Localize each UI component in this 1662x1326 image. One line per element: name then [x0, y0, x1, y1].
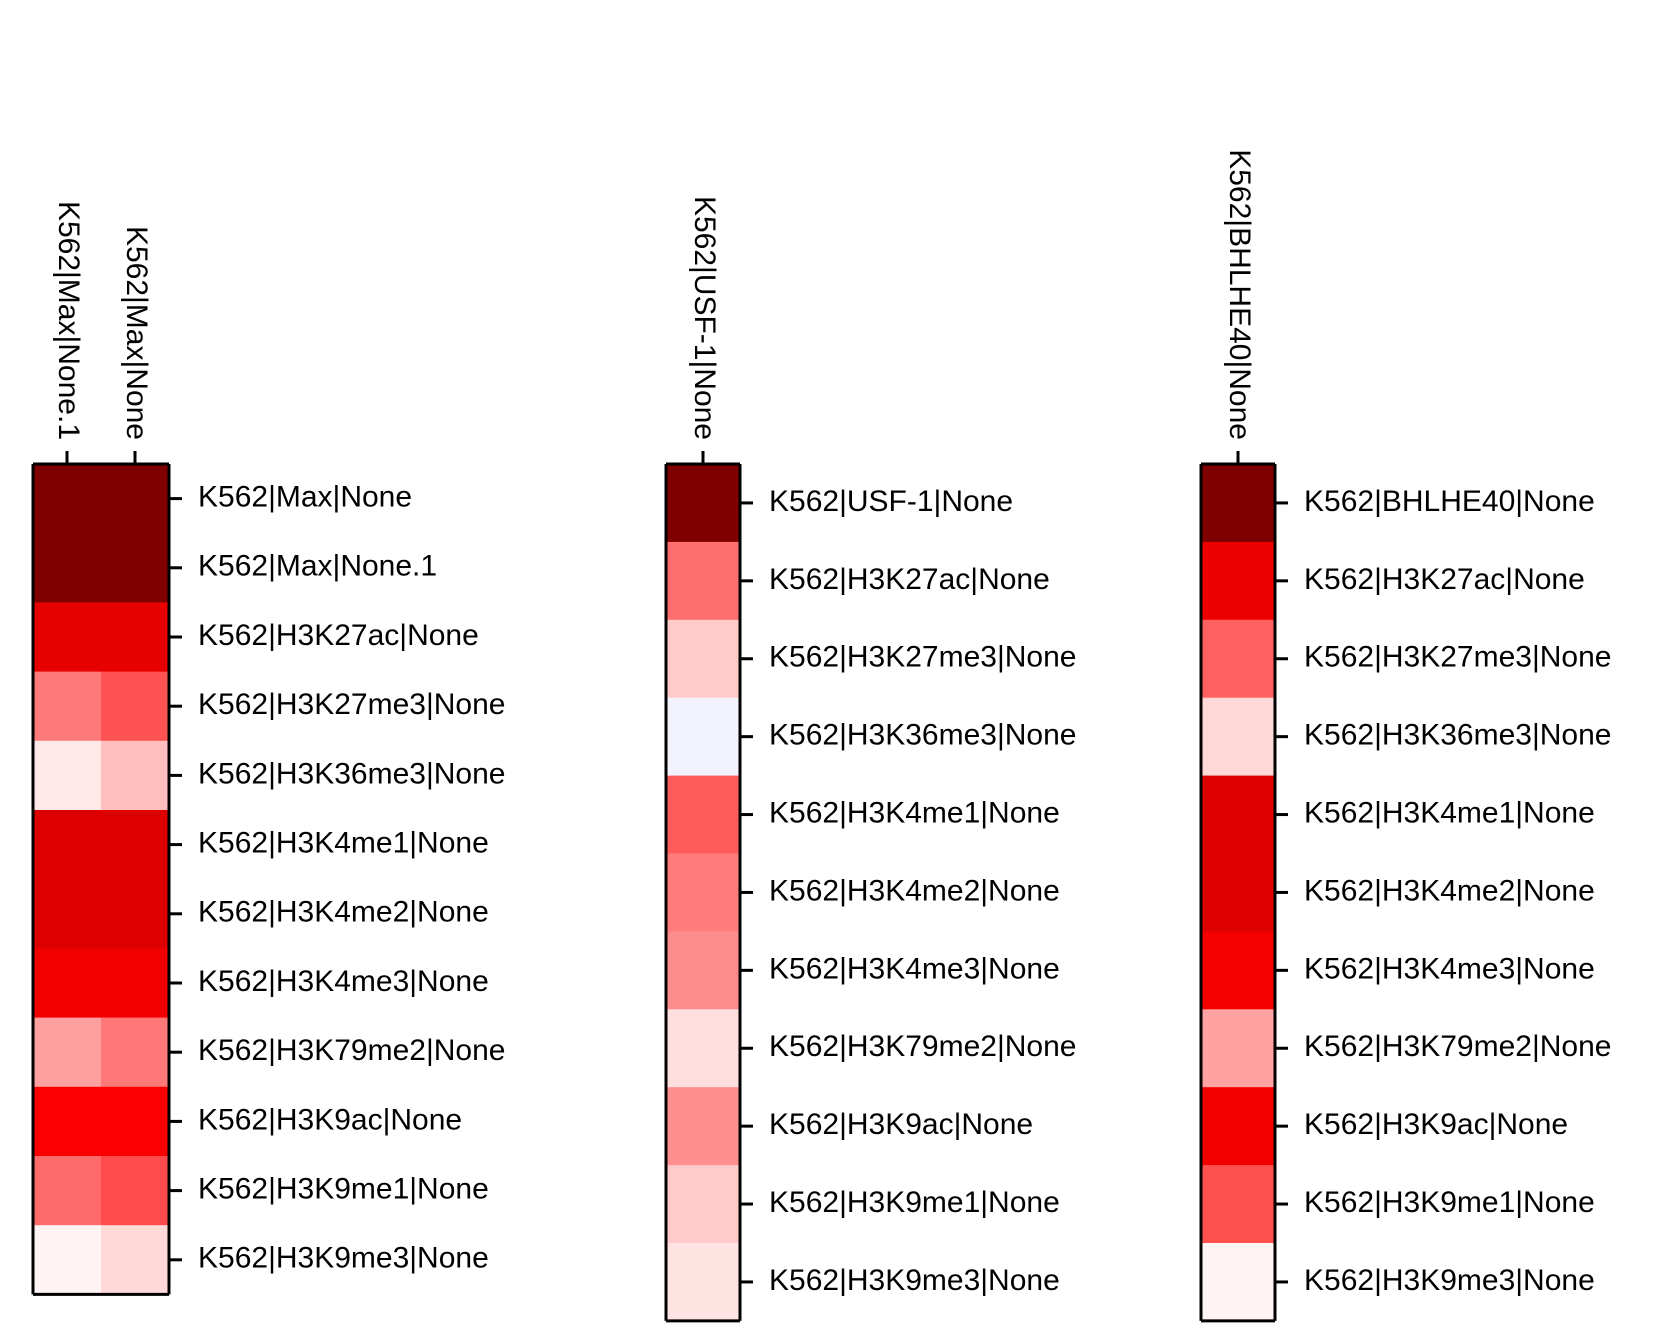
- row-label: K562|H3K79me2|None: [1304, 1030, 1611, 1063]
- row-label: K562|H3K4me3|None: [769, 952, 1060, 985]
- row-label: K562|H3K4me2|None: [198, 896, 489, 929]
- heatmap-panel-1: K562|Max|None K562|Max|None.1 K562|H3K27ac…: [31, 201, 505, 1296]
- heatmap-cell: [1201, 775, 1276, 855]
- row-label: K562|Max|None.1: [198, 550, 437, 583]
- heatmap-cell: [33, 1086, 102, 1157]
- row-label: K562|H3K9me3|None: [198, 1242, 489, 1275]
- row-label: K562|H3K9ac|None: [769, 1108, 1033, 1141]
- row-label: K562|H3K36me3|None: [1304, 719, 1611, 752]
- row-label: K562|USF-1|None: [769, 485, 1013, 518]
- heatmap-cell: [101, 810, 170, 880]
- heatmap-cell: [666, 1165, 741, 1244]
- row-label: K562|H3K9me1|None: [198, 1173, 489, 1206]
- row-label: K562|H3K27ac|None: [769, 563, 1050, 596]
- row-label: K562|H3K9me3|None: [769, 1264, 1060, 1297]
- heatmap-cell: [666, 619, 741, 699]
- heatmap-panel-3: K562|BHLHE40|None K562|H3K27ac|None K562|H…: [1199, 149, 1611, 1323]
- row-label: K562|H3K9ac|None: [1304, 1108, 1568, 1141]
- heatmap-cell: [101, 671, 170, 742]
- heatmap-cell: [1201, 1087, 1276, 1166]
- heatmap-cell: [101, 879, 170, 949]
- heatmap-cell: [33, 1225, 102, 1295]
- row-label: K562|H3K4me2|None: [769, 874, 1060, 907]
- row-label: K562|H3K4me3|None: [1304, 952, 1595, 985]
- row-label: K562|H3K79me2|None: [769, 1030, 1076, 1063]
- heatmap-cell: [1201, 697, 1276, 777]
- heatmap-cell: [101, 740, 170, 811]
- heatmap-cell: [33, 602, 102, 673]
- row-label: K562|H3K36me3|None: [198, 757, 505, 790]
- row-label: K562|H3K9me1|None: [1304, 1186, 1595, 1219]
- row-label: K562|H3K27me3|None: [769, 641, 1076, 674]
- heatmap-cell: [1201, 1009, 1276, 1088]
- heatmap-cell: [101, 1017, 170, 1088]
- row-label: K562|H3K27me3|None: [198, 688, 505, 721]
- column-label: K562|Max|None: [120, 226, 153, 440]
- heatmap-cell: [666, 1087, 741, 1166]
- row-label: K562|H3K4me1|None: [1304, 796, 1595, 829]
- heatmap-cell: [1201, 853, 1276, 932]
- heatmap-cell: [666, 931, 741, 1010]
- heatmap-panel-2: K562|USF-1|None K562|H3K27ac|None K562|H3K…: [664, 196, 1076, 1323]
- heatmap-cell: [33, 879, 102, 949]
- row-label: K562|H3K9me3|None: [1304, 1264, 1595, 1297]
- heatmap-cell: [666, 697, 741, 777]
- row-label: K562|H3K79me2|None: [198, 1034, 505, 1067]
- heatmap-cell: [1201, 1165, 1276, 1244]
- heatmap-cell: [101, 464, 170, 534]
- heatmap-cell: [101, 602, 170, 673]
- heatmap-cell: [33, 810, 102, 880]
- heatmap-cell: [666, 853, 741, 932]
- row-label: K562|BHLHE40|None: [1304, 485, 1595, 518]
- row-label: K562|H3K27ac|None: [1304, 563, 1585, 596]
- heatmap-cell: [101, 1156, 170, 1226]
- heatmap-cell: [1201, 931, 1276, 1010]
- row-label: K562|H3K4me1|None: [769, 796, 1060, 829]
- heatmap-cell: [1201, 464, 1276, 543]
- heatmap-cell: [101, 1086, 170, 1157]
- heatmap-cell: [101, 948, 170, 1019]
- column-label: K562|Max|None.1: [52, 201, 85, 440]
- heatmap-cell: [666, 541, 741, 621]
- heatmap-cell: [1201, 619, 1276, 699]
- row-label: K562|H3K36me3|None: [769, 719, 1076, 752]
- heatmap-cell: [33, 740, 102, 811]
- heatmap-cell: [33, 948, 102, 1019]
- heatmap-cell: [101, 533, 170, 603]
- heatmap-cell: [1201, 541, 1276, 621]
- column-label: K562|BHLHE40|None: [1223, 149, 1256, 440]
- heatmap-cell: [1201, 1243, 1276, 1322]
- heatmap-cell: [666, 775, 741, 855]
- row-label: K562|H3K27me3|None: [1304, 641, 1611, 674]
- heatmap-cell: [33, 464, 102, 534]
- heatmap-cell: [33, 1156, 102, 1226]
- row-label: K562|H3K4me1|None: [198, 827, 489, 860]
- column-label: K562|USF-1|None: [688, 196, 721, 440]
- heatmap-cell: [101, 1225, 170, 1295]
- row-label: K562|H3K4me3|None: [198, 965, 489, 998]
- heatmap-cell: [33, 1017, 102, 1088]
- heatmap-cell: [33, 533, 102, 603]
- row-label: K562|H3K27ac|None: [198, 619, 479, 652]
- row-label: K562|Max|None: [198, 481, 412, 514]
- row-label: K562|H3K4me2|None: [1304, 874, 1595, 907]
- row-label: K562|H3K9ac|None: [198, 1103, 462, 1136]
- row-label: K562|H3K9me1|None: [769, 1186, 1060, 1219]
- heatmap-cell: [33, 671, 102, 742]
- heatmap-cell: [666, 1009, 741, 1088]
- heatmap-cell: [666, 1243, 741, 1322]
- heatmap-cell: [666, 464, 741, 543]
